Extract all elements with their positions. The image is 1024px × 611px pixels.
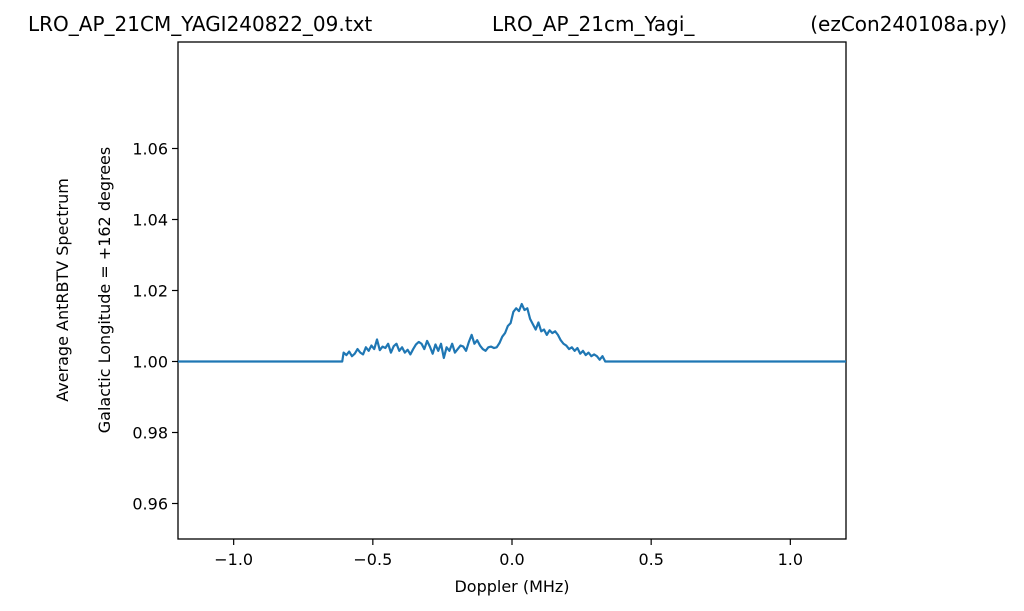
x-tick-label: 0.5 [638,550,663,569]
y-tick-label: 0.96 [132,495,168,514]
header-filename: LRO_AP_21CM_YAGI240822_09.txt [28,12,372,36]
x-tick-label: −0.5 [353,550,392,569]
x-tick-label: −1.0 [214,550,253,569]
y-axis-label-2: Galactic Longitude = +162 degrees [95,147,114,433]
y-tick-label: 1.06 [132,140,168,159]
x-tick-label: 0.0 [499,550,524,569]
y-tick-label: 0.98 [132,424,168,443]
y-tick-label: 1.02 [132,282,168,301]
header-program: (ezCon240108a.py) [810,12,1007,36]
spectrum-line [178,302,846,363]
y-tick-label: 1.04 [132,211,168,230]
x-axis-ticks: −1.0 −0.5 0.0 0.5 1.0 [214,539,803,569]
plot-frame [177,41,847,540]
y-axis-ticks: 0.96 0.98 1.00 1.02 1.04 1.06 [132,140,178,514]
x-tick-label: 1.0 [778,550,803,569]
x-axis-label: Doppler (MHz) [454,577,569,596]
header-station: LRO_AP_21cm_Yagi_ [492,12,695,36]
y-axis-label: Average AntRBTV Spectrum [53,178,72,402]
y-tick-label: 1.00 [132,353,168,372]
